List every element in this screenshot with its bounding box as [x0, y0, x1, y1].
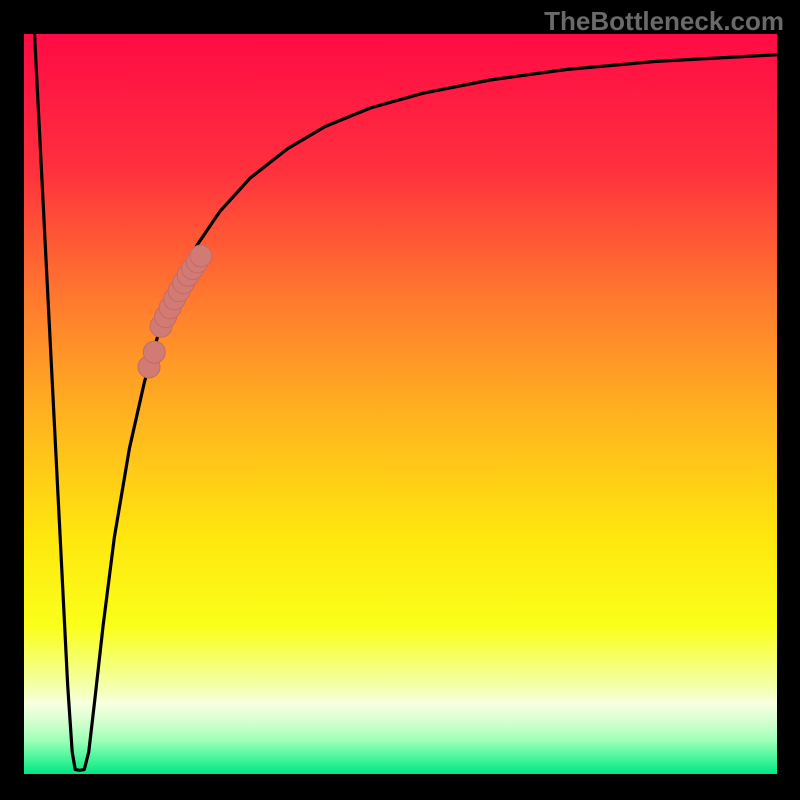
watermark-text: TheBottleneck.com [544, 6, 784, 37]
gradient-background [24, 34, 777, 774]
chart-container: { "meta": { "width_px": 800, "height_px"… [0, 0, 800, 800]
